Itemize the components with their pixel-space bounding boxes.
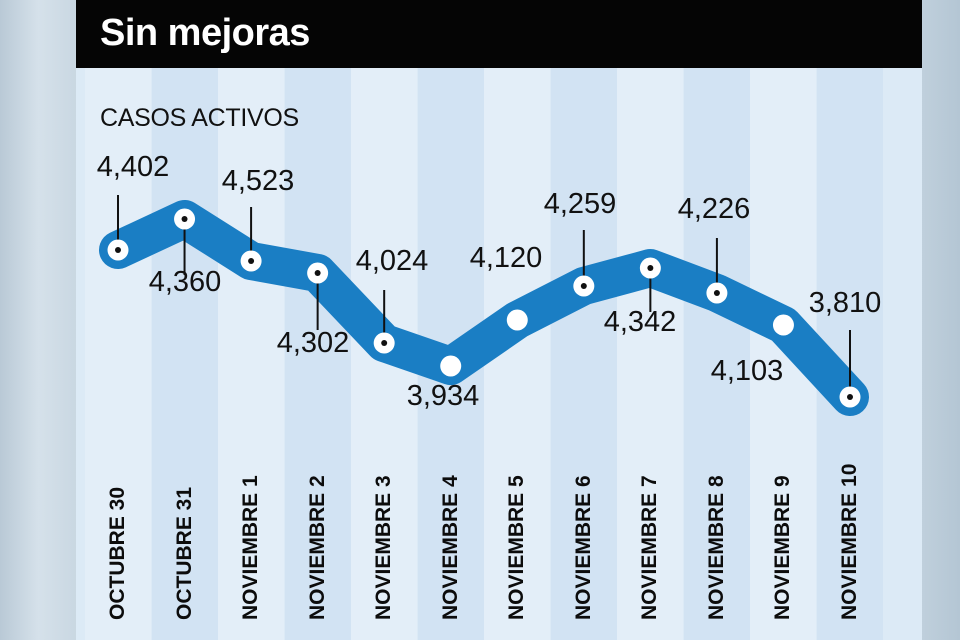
data-point-dot (115, 247, 121, 253)
x-tick-label: OCTUBRE 31 (172, 486, 196, 620)
x-tick-label: NOVIEMBRE 6 (571, 475, 595, 620)
data-point (506, 309, 528, 331)
data-point-dot (647, 265, 654, 271)
chart-title: Sin mejoras (100, 12, 310, 54)
column-stripe (617, 68, 684, 640)
data-label: 4,226 (678, 193, 751, 225)
data-point-dot (248, 258, 255, 264)
x-tick-label: NOVIEMBRE 8 (704, 475, 728, 620)
data-label: 4,360 (149, 266, 222, 298)
data-label: 4,259 (544, 188, 617, 220)
x-tick-label: OCTUBRE 30 (106, 486, 129, 620)
data-point (440, 355, 462, 377)
data-point-dot (580, 283, 587, 289)
data-label: 4,024 (356, 245, 429, 277)
x-tick-label: NOVIEMBRE 1 (239, 475, 263, 620)
column-stripe (85, 68, 151, 640)
column-stripe (151, 68, 218, 640)
column-stripe (550, 68, 617, 640)
data-label: 4,120 (470, 242, 543, 274)
x-tick-label: NOVIEMBRE 9 (771, 475, 795, 620)
title-bar: Sin mejoras (76, 0, 922, 68)
column-stripe (284, 68, 351, 640)
x-tick-label: NOVIEMBRE 10 (838, 463, 861, 620)
data-label: 4,402 (97, 151, 170, 183)
data-label: 4,103 (711, 355, 784, 387)
x-tick-label: NOVIEMBRE 5 (505, 475, 529, 620)
series-line (99, 200, 869, 416)
x-tick-label: NOVIEMBRE 7 (638, 475, 662, 620)
x-tick-label: NOVIEMBRE 3 (372, 475, 396, 620)
data-label: 4,342 (604, 306, 677, 338)
data-label: 3,934 (407, 380, 480, 412)
data-point-dot (713, 290, 720, 296)
data-label: 4,523 (222, 165, 295, 197)
data-label: 3,810 (809, 287, 882, 319)
x-tick-label: NOVIEMBRE 2 (305, 475, 329, 620)
data-point-dot (181, 216, 188, 222)
x-tick-label: NOVIEMBRE 4 (438, 475, 462, 620)
chart-panel (76, 0, 922, 640)
data-label: 4,302 (277, 327, 350, 359)
data-point-dot (847, 394, 853, 400)
column-stripe (683, 68, 750, 640)
column-stripe (218, 68, 285, 640)
data-point-dot (381, 340, 388, 346)
data-point-dot (314, 270, 321, 276)
y-axis-label: CASOS ACTIVOS (100, 104, 299, 132)
data-point (772, 314, 794, 336)
